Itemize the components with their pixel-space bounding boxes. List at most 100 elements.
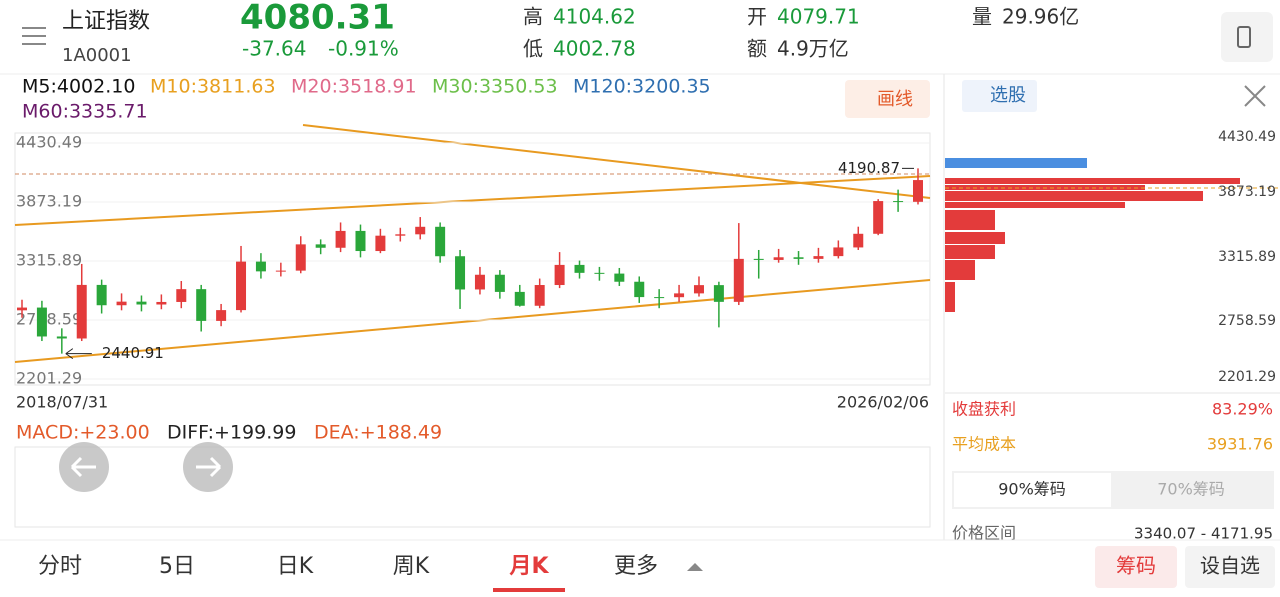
side-tick: 3315.89	[1218, 249, 1276, 265]
tab[interactable]	[954, 473, 1111, 507]
price: 4080.31	[240, 0, 395, 38]
candle-body	[315, 244, 326, 248]
candle-body	[654, 297, 665, 299]
index-name: 上证指数	[62, 9, 150, 34]
y-tick-label: 2758.59	[16, 310, 82, 329]
candle-body	[255, 261, 266, 272]
candle-body	[435, 226, 446, 257]
candle-body	[674, 293, 685, 298]
tab[interactable]: 5日	[159, 554, 195, 579]
macd-label: DIFF:+199.99	[167, 422, 296, 444]
index-code: 1A0001	[62, 45, 132, 66]
value: 4.9万亿	[777, 37, 849, 61]
label: 额	[747, 37, 767, 61]
candle-body	[913, 180, 923, 202]
label: 收盘获利	[952, 400, 1016, 419]
candle-body	[773, 257, 784, 260]
chip-button[interactable]	[1095, 546, 1177, 588]
candle-body	[156, 301, 167, 305]
candle-body	[17, 307, 27, 311]
candle-body	[36, 307, 47, 337]
candle-body	[853, 233, 864, 248]
candle-body	[455, 256, 466, 290]
side-tick: 4430.49	[1218, 129, 1276, 145]
candle-body	[594, 272, 605, 274]
y-tick-label: 3873.19	[16, 192, 82, 211]
tab[interactable]: 分时	[38, 554, 82, 579]
value: 3931.76	[1207, 435, 1273, 454]
tab-active[interactable]: 月K	[508, 554, 549, 579]
side-tick: 2201.29	[1218, 369, 1276, 385]
value: 4104.62	[553, 5, 636, 29]
annotation: 2440.91	[102, 344, 164, 362]
change: -37.64	[242, 37, 306, 61]
end-date: 2026/02/06	[837, 393, 929, 412]
candle-body	[275, 270, 286, 272]
candle-body	[554, 264, 565, 286]
tab-label[interactable]: 70%筹码	[1157, 480, 1225, 499]
tab[interactable]: 日K	[277, 554, 314, 579]
draw-button[interactable]	[845, 80, 930, 118]
candle-body	[116, 301, 127, 306]
prev-icon	[70, 456, 96, 478]
draw-button-label: 画线	[877, 89, 913, 110]
label: 平均成本	[952, 435, 1016, 454]
candle-body	[196, 289, 207, 321]
change-pct: -0.91%	[328, 37, 399, 61]
candle-body	[295, 244, 306, 271]
button-label: 设自选	[1200, 554, 1260, 578]
label: 高	[523, 5, 543, 29]
tab-bar	[0, 540, 1280, 593]
candle-body	[893, 201, 904, 203]
label: 量	[972, 5, 992, 29]
candle-body	[236, 261, 247, 311]
tab[interactable]: 周K	[393, 554, 430, 579]
macd-frame	[14, 446, 931, 528]
value: 83.29%	[1212, 400, 1273, 419]
candle-body	[474, 274, 485, 290]
start-date: 2018/07/31	[16, 393, 108, 412]
candle-body	[76, 284, 87, 339]
device-button[interactable]	[1221, 12, 1273, 62]
ma-label: M20:3518.91	[291, 76, 417, 98]
plot-frame	[14, 132, 931, 386]
label: 价格区间	[952, 524, 1016, 543]
side-tick: 2758.59	[1218, 313, 1276, 329]
tab[interactable]: 更多	[614, 554, 658, 579]
candle-body	[733, 258, 744, 302]
ma-label: M120:3200.35	[573, 76, 711, 98]
candle-body	[793, 257, 804, 259]
candle-body	[753, 258, 764, 260]
device-icon	[1237, 26, 1251, 48]
menu-icon[interactable]	[22, 27, 46, 45]
candle-body	[614, 273, 625, 282]
ma-label: M10:3811.63	[150, 76, 276, 98]
watch-button[interactable]	[1185, 546, 1275, 588]
candle-body	[395, 234, 406, 236]
candle-body	[634, 281, 645, 298]
ma-label: M30:3350.53	[432, 76, 558, 98]
macd-label: DEA:+188.49	[314, 422, 442, 444]
ma-label: M60:3335.71	[22, 101, 148, 123]
candle-body	[335, 230, 346, 248]
close-icon[interactable]	[1244, 85, 1266, 107]
candle-body	[136, 301, 147, 305]
annotation-head	[65, 348, 74, 360]
candle-body	[833, 247, 844, 257]
tab-indicator	[493, 588, 565, 592]
candle-body	[375, 235, 386, 252]
candle-body	[813, 256, 824, 259]
value: 4079.71	[777, 5, 860, 29]
more-icon	[687, 563, 703, 571]
chip-bar	[945, 158, 1087, 168]
trend-line	[14, 279, 931, 363]
trend-line	[14, 175, 931, 226]
candle-body	[514, 291, 525, 306]
candle-body	[216, 310, 227, 321]
chips	[945, 178, 1240, 312]
candle-body	[693, 285, 704, 294]
pick-button[interactable]	[962, 80, 1037, 112]
value: 3340.07 - 4171.95	[1134, 525, 1273, 543]
tab-label: 90%筹码	[998, 480, 1066, 499]
